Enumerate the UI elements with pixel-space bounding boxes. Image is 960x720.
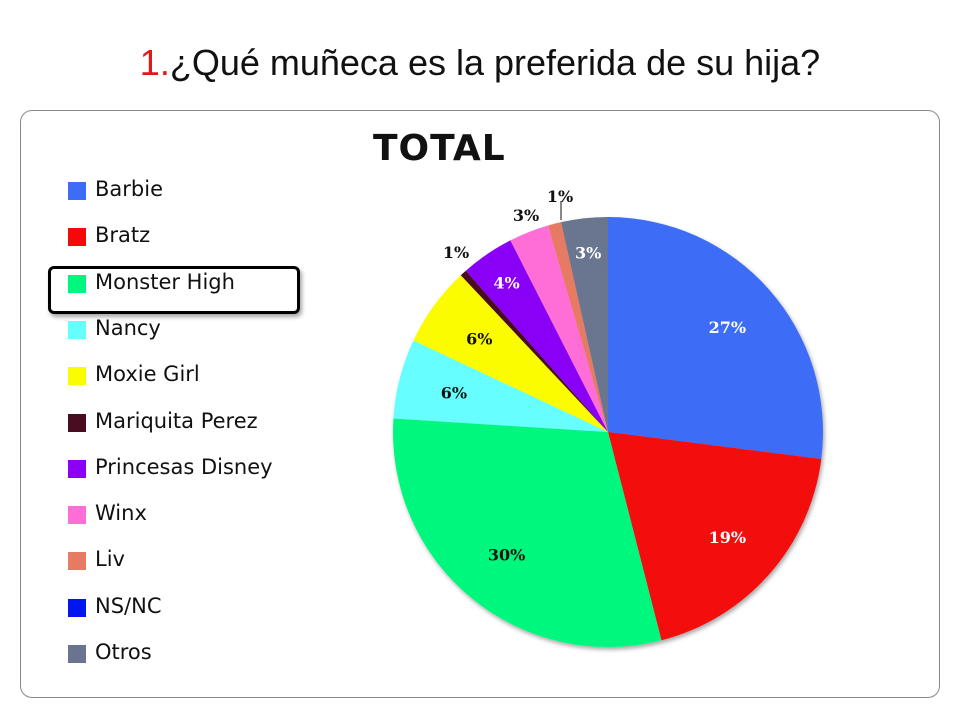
legend-label: Moxie Girl bbox=[95, 362, 200, 387]
slice-label-liv: 1% bbox=[547, 187, 573, 206]
legend-label: Nancy bbox=[95, 315, 161, 340]
legend-item-barbie: Barbie bbox=[68, 175, 163, 203]
legend-label: Monster High bbox=[95, 269, 235, 294]
pie-slice-bratz bbox=[608, 432, 822, 641]
legend-item-ns-nc: NS/NC bbox=[68, 592, 162, 620]
pie-slice-mariquita-perez bbox=[460, 270, 608, 432]
slice-label-winx: 3% bbox=[513, 206, 539, 225]
pie-slice-winx bbox=[510, 225, 608, 432]
slice-label-monster-high: 30% bbox=[488, 546, 525, 565]
legend-item-monster-high: Monster High bbox=[68, 268, 235, 296]
legend-label: NS/NC bbox=[95, 593, 162, 618]
slice-label-mariquita-perez: 1% bbox=[443, 243, 469, 262]
slice-label-bratz: 19% bbox=[709, 528, 746, 547]
pie-slice-otros bbox=[561, 217, 608, 432]
chart-title: TOTAL bbox=[373, 128, 506, 169]
legend-label: Barbie bbox=[95, 177, 163, 201]
slice-label-princesas-disney: 4% bbox=[493, 274, 519, 293]
legend-label: Otros bbox=[95, 640, 152, 664]
pie-slice-princesas-disney bbox=[465, 240, 608, 432]
legend-swatch bbox=[68, 274, 86, 293]
legend-item-liv: Liv bbox=[68, 545, 125, 573]
pie-slice-liv bbox=[548, 222, 608, 432]
pie-slice-monster-high bbox=[392, 418, 662, 648]
legend-item-otros: Otros bbox=[68, 638, 152, 666]
legend-label: Princesas Disney bbox=[95, 454, 273, 479]
slice-label-barbie: 27% bbox=[709, 318, 746, 337]
slide-title: 1.¿Qué muñeca es la preferida de su hija… bbox=[0, 42, 960, 84]
legend-item-bratz: Bratz bbox=[68, 221, 150, 249]
legend-item-nancy: Nancy bbox=[68, 314, 161, 342]
legend-swatch bbox=[68, 506, 86, 525]
slice-label-nancy: 6% bbox=[441, 383, 467, 402]
legend-label: Winx bbox=[95, 501, 147, 526]
legend-item-moxie-girl: Moxie Girl bbox=[68, 360, 200, 388]
legend-item-mariquita-perez: Mariquita Perez bbox=[68, 407, 258, 435]
slide-title-number: 1. bbox=[139, 42, 170, 83]
legend-item-winx: Winx bbox=[68, 499, 147, 527]
slice-label-moxie-girl: 6% bbox=[466, 330, 492, 349]
legend-swatch bbox=[68, 645, 86, 663]
legend-swatch bbox=[68, 413, 86, 432]
legend-label: Bratz bbox=[95, 223, 151, 248]
slide-title-text: ¿Qué muñeca es la preferida de su hija? bbox=[169, 42, 821, 83]
legend-swatch bbox=[68, 320, 86, 339]
legend-swatch bbox=[68, 552, 86, 571]
legend-label: Mariquita Perez bbox=[95, 408, 258, 433]
pie-slice-nancy bbox=[393, 340, 608, 432]
slice-label-otros: 3% bbox=[575, 244, 601, 263]
legend-swatch bbox=[68, 367, 86, 386]
legend-swatch bbox=[68, 182, 86, 200]
legend-label: Liv bbox=[95, 547, 125, 572]
legend-swatch bbox=[68, 228, 86, 247]
legend-swatch bbox=[68, 459, 86, 478]
pie-slice-moxie-girl bbox=[413, 275, 608, 432]
legend-swatch bbox=[68, 598, 86, 617]
legend-highlight-box bbox=[48, 266, 300, 314]
pie-slice-barbie bbox=[608, 217, 823, 459]
legend-item-princesas-disney: Princesas Disney bbox=[68, 453, 273, 481]
